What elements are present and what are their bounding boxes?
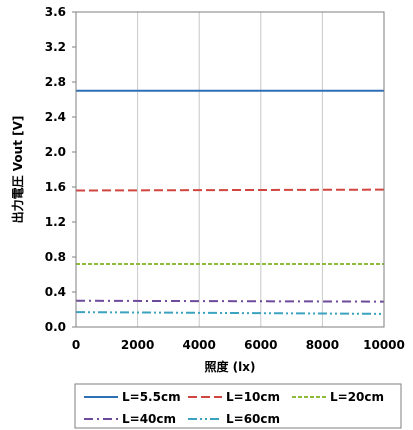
y-tick-label: 2.0 (45, 145, 66, 159)
y-tick-labels: 0.0 0.4 0.8 1.2 1.6 2.0 2.4 2.8 3.2 3.6 (45, 5, 76, 334)
legend-item: L=20cm (292, 390, 384, 404)
y-tick-label: 0.4 (45, 285, 66, 299)
y-tick-label: 0.8 (45, 250, 66, 264)
legend-label: L=5.5cm (122, 390, 181, 404)
legend-item: L=60cm (188, 412, 280, 426)
x-tick-label: 0 (72, 338, 80, 352)
y-tick-label: 2.8 (45, 75, 66, 89)
legend-item: L=10cm (188, 390, 280, 404)
grid-lines (137, 12, 323, 327)
x-tick-label: 10000 (363, 338, 405, 352)
legend: L=5.5cm L=10cm L=20cm L=40cm L=60cm (74, 383, 402, 429)
y-tick-label: 3.6 (45, 5, 66, 19)
x-tick-label: 2000 (121, 338, 154, 352)
y-tick-label: 2.4 (45, 110, 66, 124)
x-tick-label: 6000 (244, 338, 277, 352)
legend-box (74, 383, 402, 429)
plot-area-frame (75, 11, 385, 328)
series-line-L=10cm (75, 188, 385, 192)
legend-label: L=10cm (226, 390, 280, 404)
legend-item: L=40cm (84, 412, 176, 426)
y-tick-label: 1.6 (45, 180, 66, 194)
y-tick-label: 1.2 (45, 215, 66, 229)
y-axis-title: 出力電圧 Vout [V] (10, 116, 25, 224)
series-line-L=60cm (75, 311, 385, 315)
y-tick-label: 3.2 (45, 40, 66, 54)
legend-label: L=20cm (330, 390, 384, 404)
series-line-L=40cm (75, 299, 385, 303)
legend-label: L=60cm (226, 412, 280, 426)
x-tick-label: 8000 (306, 338, 339, 352)
x-tick-label: 4000 (182, 338, 215, 352)
legend-label: L=40cm (122, 412, 176, 426)
x-axis-title: 照度 (lx) (204, 359, 255, 374)
y-tick-label: 0.0 (45, 320, 66, 334)
x-tick-labels: 0 2000 4000 6000 8000 10000 (72, 338, 405, 352)
series-lines (75, 89, 385, 315)
legend-item: L=5.5cm (84, 390, 181, 404)
